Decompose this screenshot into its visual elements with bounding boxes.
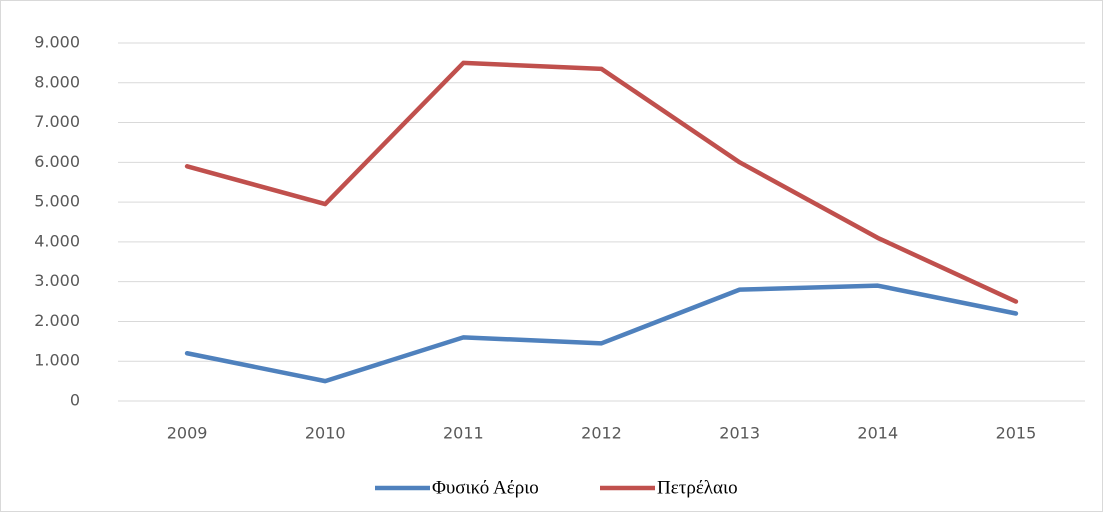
- x-tick-label: 2014: [857, 424, 898, 443]
- y-tick-label: 1.000: [34, 351, 80, 370]
- y-tick-label: 0: [70, 391, 80, 410]
- series-line: [184, 60, 1019, 304]
- y-tick-label: 9.000: [34, 33, 80, 52]
- series-line: [184, 283, 1019, 384]
- legend-label: Πετρέλαιο: [657, 477, 738, 498]
- x-tick-label: 2011: [443, 424, 484, 443]
- x-tick-label: 2010: [305, 424, 346, 443]
- legend-label: Φυσικό Αέριο: [432, 477, 539, 498]
- x-tick-label: 2015: [996, 424, 1037, 443]
- y-tick-label: 7.000: [34, 112, 80, 131]
- y-tick-label: 4.000: [34, 231, 80, 250]
- y-tick-label: 6.000: [34, 152, 80, 171]
- y-tick-label: 5.000: [34, 192, 80, 211]
- x-tick-label: 2013: [719, 424, 760, 443]
- x-tick-label: 2009: [167, 424, 208, 443]
- y-tick-label: 2.000: [34, 311, 80, 330]
- x-tick-label: 2012: [581, 424, 622, 443]
- y-tick-label: 8.000: [34, 72, 80, 91]
- y-tick-label: 3.000: [34, 271, 80, 290]
